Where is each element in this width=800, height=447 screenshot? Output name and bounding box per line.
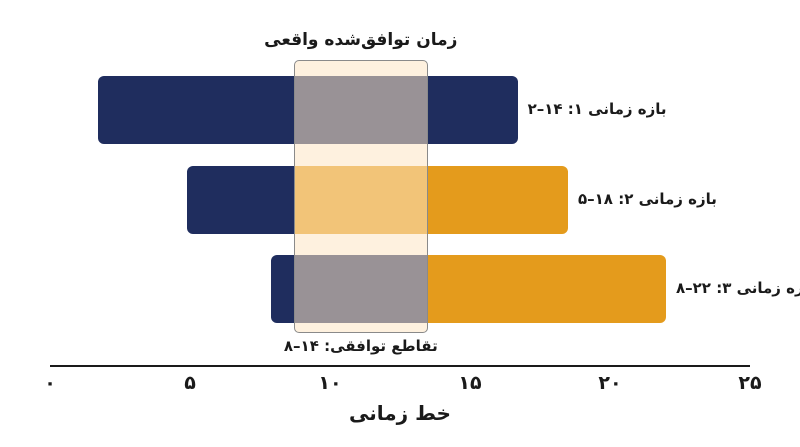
overlap-label: تقاطع توافقی: ۱۴–۸ [283,337,438,355]
axis-label: خط زمانی [349,401,451,425]
axis-tick-label: ۱۵ [458,372,482,394]
axis-tick-label: ۱۰ [318,372,342,394]
interval-label-1: بازه زمانی ۱: ۱۴–۲ [527,100,667,118]
axis-tick-label: ۲۰ [598,372,622,394]
axis-tick-label: ۰ [44,372,56,394]
axis-tick-label: ۲۵ [738,372,762,394]
timeline-axis [50,365,750,367]
interval-label-2: بازه زمانی ۲: ۱۸–۵ [578,190,717,208]
agreed-overlap-window [293,60,428,333]
interval-segment [427,255,666,323]
diagram-title: زمان توافق‌شده واقعی [264,30,458,50]
interval-label-3: بازه زمانی ۳: ۲۲–۸ [676,279,800,297]
interval-segment [187,166,294,234]
axis-tick-label: ۵ [184,372,196,394]
